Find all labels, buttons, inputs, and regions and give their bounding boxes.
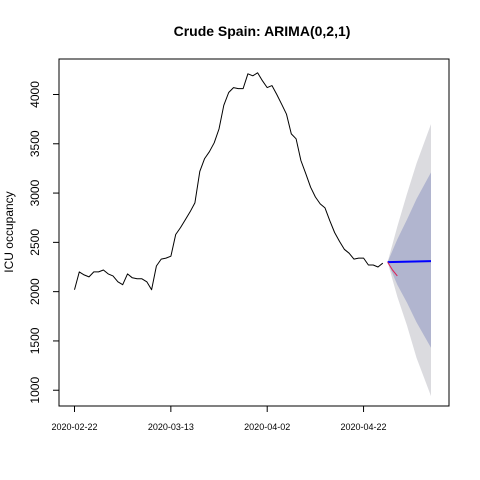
y-axis: 1000 1500 2000 2500 3000 3500 4000	[28, 81, 60, 404]
chart-title: Crude Spain: ARIMA(0,2,1)	[174, 23, 351, 39]
forecast-series-line	[387, 260, 432, 264]
series-layer	[74, 72, 432, 291]
x-tick-label: 2020-03-13	[148, 422, 194, 432]
y-tick-label: 3000	[28, 179, 42, 206]
x-tick-label: 2020-04-22	[341, 422, 387, 432]
y-tick-label: 4000	[28, 81, 42, 108]
actual-series-line	[387, 261, 398, 277]
pi80-band	[387, 172, 431, 348]
plot-frame	[58, 58, 450, 407]
y-tick-label: 2000	[28, 278, 42, 305]
observed-series-line	[74, 72, 384, 291]
y-tick-label: 3500	[28, 130, 42, 157]
y-tick-label: 1500	[28, 327, 42, 354]
y-tick-label: 2500	[28, 229, 42, 256]
pi80-layer	[387, 172, 431, 348]
x-tick-label: 2020-02-22	[51, 422, 97, 432]
x-axis: 2020-02-22 2020-03-13 2020-04-02 2020-04-22	[51, 405, 387, 432]
x-tick-label: 2020-04-02	[244, 422, 290, 432]
y-tick-label: 1000	[28, 377, 42, 404]
y-axis-label: ICU occupancy	[2, 191, 16, 272]
